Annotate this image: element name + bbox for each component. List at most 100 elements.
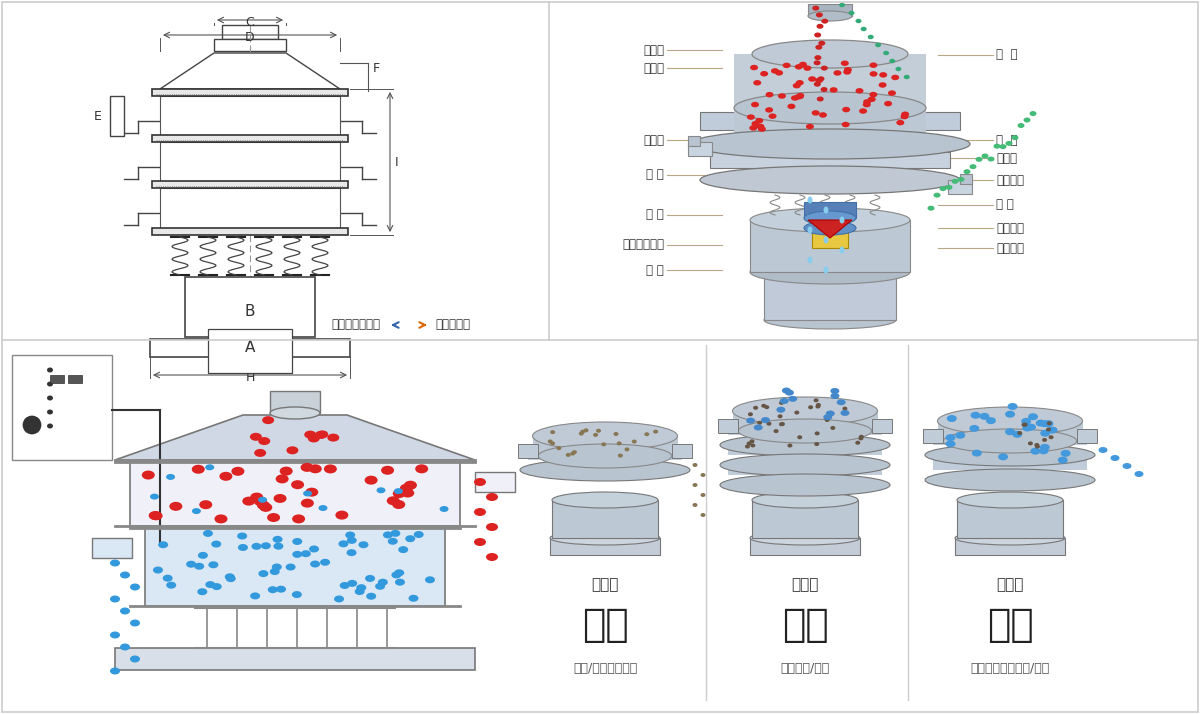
- Bar: [752, 500, 858, 538]
- Ellipse shape: [776, 407, 786, 413]
- Ellipse shape: [1018, 431, 1022, 435]
- Ellipse shape: [220, 472, 233, 481]
- Text: F: F: [373, 61, 380, 74]
- Ellipse shape: [955, 531, 1066, 545]
- Bar: [130, 462, 460, 526]
- Ellipse shape: [878, 82, 887, 88]
- Bar: [208, 329, 292, 373]
- Ellipse shape: [745, 445, 750, 448]
- Ellipse shape: [904, 75, 910, 79]
- Ellipse shape: [888, 90, 896, 96]
- Bar: [150, 339, 350, 357]
- Ellipse shape: [746, 441, 751, 446]
- Ellipse shape: [346, 531, 355, 538]
- Ellipse shape: [392, 489, 406, 498]
- Ellipse shape: [1038, 448, 1049, 454]
- Bar: [934, 433, 1087, 445]
- Ellipse shape: [583, 428, 588, 432]
- Text: 结构示意图: 结构示意图: [436, 318, 470, 331]
- Ellipse shape: [1006, 428, 1015, 436]
- Ellipse shape: [130, 583, 140, 590]
- Bar: [688, 142, 712, 156]
- Bar: [728, 443, 882, 455]
- Ellipse shape: [390, 530, 401, 537]
- Ellipse shape: [787, 443, 792, 448]
- Ellipse shape: [806, 124, 814, 129]
- Ellipse shape: [892, 75, 899, 80]
- Ellipse shape: [224, 573, 235, 580]
- Ellipse shape: [1021, 423, 1026, 427]
- Ellipse shape: [815, 442, 820, 446]
- Ellipse shape: [972, 450, 982, 456]
- Bar: [934, 458, 1087, 470]
- Ellipse shape: [192, 465, 205, 474]
- Ellipse shape: [211, 583, 222, 590]
- Ellipse shape: [150, 511, 163, 521]
- Ellipse shape: [889, 59, 895, 64]
- Ellipse shape: [268, 586, 277, 593]
- Ellipse shape: [486, 493, 498, 501]
- Ellipse shape: [782, 63, 791, 68]
- Ellipse shape: [787, 104, 796, 109]
- Ellipse shape: [937, 407, 1082, 435]
- Ellipse shape: [618, 453, 623, 458]
- Ellipse shape: [751, 102, 760, 107]
- Ellipse shape: [287, 446, 299, 454]
- Ellipse shape: [794, 64, 803, 69]
- Text: 下部重锤: 下部重锤: [996, 241, 1024, 254]
- Ellipse shape: [701, 473, 706, 477]
- Ellipse shape: [365, 476, 378, 485]
- Ellipse shape: [818, 112, 827, 118]
- Ellipse shape: [388, 538, 397, 545]
- Ellipse shape: [823, 236, 828, 243]
- Ellipse shape: [596, 428, 601, 433]
- Ellipse shape: [808, 256, 812, 263]
- Ellipse shape: [829, 87, 838, 93]
- Polygon shape: [160, 53, 340, 89]
- Ellipse shape: [868, 35, 874, 39]
- Ellipse shape: [692, 503, 697, 507]
- Ellipse shape: [925, 469, 1096, 491]
- Ellipse shape: [486, 553, 498, 561]
- Text: 加重块: 加重块: [996, 151, 1018, 164]
- Ellipse shape: [1028, 413, 1038, 421]
- Ellipse shape: [1026, 423, 1036, 431]
- Bar: [750, 220, 910, 272]
- Ellipse shape: [1046, 421, 1052, 426]
- Ellipse shape: [270, 407, 320, 419]
- Ellipse shape: [320, 559, 330, 565]
- Ellipse shape: [439, 506, 449, 512]
- Ellipse shape: [1006, 141, 1013, 146]
- Bar: [700, 112, 960, 130]
- Ellipse shape: [815, 45, 822, 50]
- Ellipse shape: [901, 111, 910, 117]
- Bar: [734, 110, 926, 146]
- Ellipse shape: [814, 60, 821, 65]
- Ellipse shape: [47, 423, 53, 428]
- Ellipse shape: [425, 576, 434, 583]
- Ellipse shape: [624, 448, 630, 451]
- Ellipse shape: [767, 422, 772, 426]
- Ellipse shape: [395, 578, 404, 585]
- Bar: [115, 648, 475, 670]
- Ellipse shape: [751, 121, 760, 126]
- Text: 网  架: 网 架: [996, 134, 1018, 146]
- Ellipse shape: [817, 76, 824, 81]
- Ellipse shape: [1034, 445, 1040, 448]
- Ellipse shape: [198, 552, 208, 559]
- Ellipse shape: [47, 381, 53, 386]
- Ellipse shape: [749, 125, 757, 131]
- Ellipse shape: [376, 583, 385, 590]
- Ellipse shape: [142, 471, 155, 480]
- Ellipse shape: [23, 416, 41, 434]
- Ellipse shape: [840, 246, 845, 253]
- Ellipse shape: [169, 502, 182, 511]
- Ellipse shape: [408, 595, 419, 602]
- Ellipse shape: [756, 124, 764, 129]
- Text: 去除液体中的颗粒/异物: 去除液体中的颗粒/异物: [971, 661, 1050, 675]
- Ellipse shape: [1061, 450, 1070, 457]
- Ellipse shape: [257, 501, 270, 510]
- Bar: [550, 538, 660, 555]
- Text: H: H: [245, 371, 254, 384]
- Ellipse shape: [565, 453, 571, 457]
